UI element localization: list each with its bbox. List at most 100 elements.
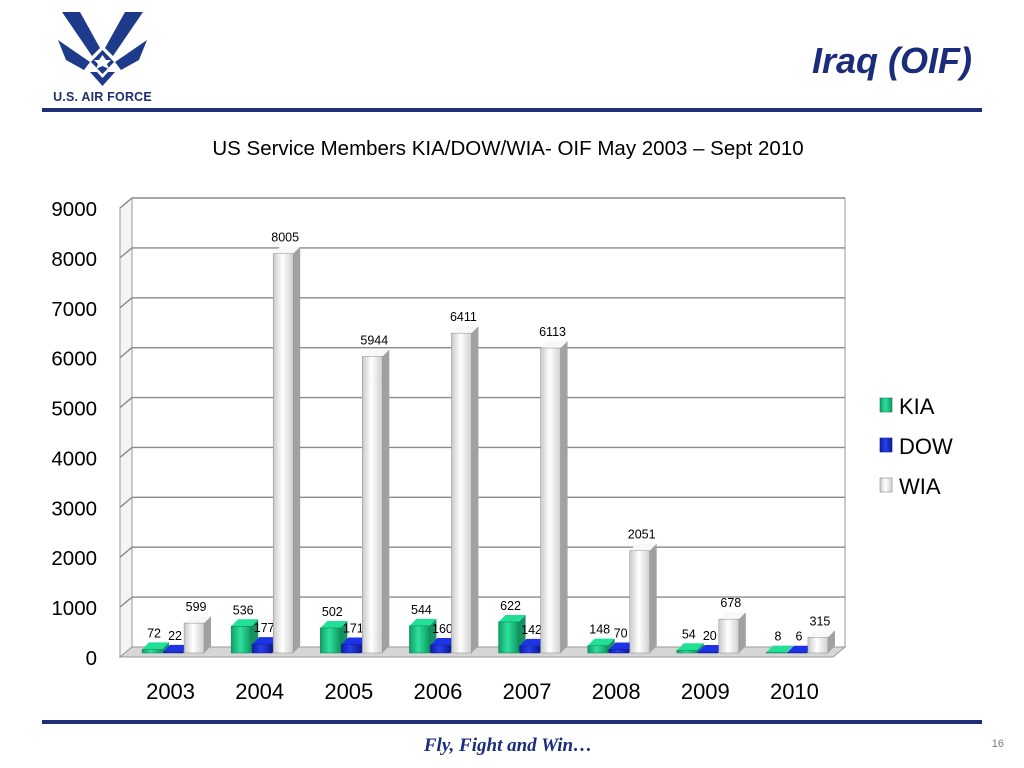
bar-kia xyxy=(498,621,519,654)
data-label: 6113 xyxy=(539,325,566,339)
bar-top xyxy=(341,637,369,645)
bar-side xyxy=(738,612,746,653)
bar-dow xyxy=(608,649,629,654)
bar-top xyxy=(231,619,259,627)
x-tick-label: 2009 xyxy=(681,679,730,704)
data-label: 5944 xyxy=(360,333,388,347)
y-tick-label: 0 xyxy=(86,647,97,670)
bar-kia xyxy=(676,650,698,654)
bar-top xyxy=(273,246,301,254)
data-label: 54 xyxy=(682,627,696,641)
bar-top xyxy=(430,638,458,646)
x-tick-label: 2008 xyxy=(592,679,641,704)
bar-dow xyxy=(341,644,362,654)
y-tick-label: 6000 xyxy=(51,348,97,371)
y-tick-label: 2000 xyxy=(51,547,97,570)
x-tick-label: 2003 xyxy=(146,679,195,704)
data-label: 502 xyxy=(322,605,343,619)
bar-kia xyxy=(141,649,163,654)
bar-top xyxy=(587,638,615,646)
bar-side xyxy=(471,326,479,653)
bar-top xyxy=(807,630,835,638)
x-tick-label: 2010 xyxy=(770,679,819,704)
data-label: 142 xyxy=(521,623,542,637)
bar-side xyxy=(560,341,568,653)
bar-dow xyxy=(430,644,451,654)
data-label: 544 xyxy=(411,603,432,617)
header-rule xyxy=(42,108,982,112)
bar-kia xyxy=(409,625,430,654)
gridline-side xyxy=(119,446,133,458)
bar-top xyxy=(362,349,390,357)
bar-top xyxy=(252,637,280,645)
data-label: 678 xyxy=(720,596,741,610)
legend-swatch-wia xyxy=(879,477,893,493)
bar-dow xyxy=(251,643,273,654)
data-label: 6 xyxy=(795,630,802,644)
y-tick-label: 8000 xyxy=(51,248,97,271)
bar-side xyxy=(785,645,793,653)
x-tick-label: 2004 xyxy=(235,679,284,704)
page-number: 16 xyxy=(991,738,1004,750)
data-label: 8005 xyxy=(271,231,299,245)
bar-top xyxy=(676,643,704,651)
legend-label-dow: DOW xyxy=(899,434,953,459)
legend: KIA DOW WIA xyxy=(879,394,953,499)
data-label: 6411 xyxy=(450,310,477,324)
bar-top xyxy=(409,618,437,626)
x-tick-label: 2006 xyxy=(413,679,462,704)
gridline-side xyxy=(119,596,133,608)
slide-title: Iraq (OIF) xyxy=(812,40,972,81)
bar-top xyxy=(498,614,526,622)
bar-kia xyxy=(320,627,341,654)
bar-kia xyxy=(230,626,252,654)
data-label: 536 xyxy=(233,603,254,617)
y-tick-label: 4000 xyxy=(51,447,97,470)
y-tick-label: 1000 xyxy=(51,597,97,620)
data-label: 622 xyxy=(500,599,521,613)
bar-dow xyxy=(519,645,540,654)
bar-wia xyxy=(362,356,383,654)
bar-top xyxy=(540,341,568,349)
gridline-side xyxy=(119,546,133,558)
bar-wia xyxy=(451,332,472,654)
data-label: 148 xyxy=(589,623,610,637)
bar-side xyxy=(649,543,657,653)
data-label: 20 xyxy=(703,629,717,643)
data-label: 315 xyxy=(810,614,831,628)
bar-top xyxy=(629,543,657,551)
air-force-wings-icon xyxy=(58,12,147,86)
legend-label-wia: WIA xyxy=(899,474,941,499)
bar-wia xyxy=(540,347,561,654)
bar-top xyxy=(163,644,191,652)
gridline-side xyxy=(119,297,133,309)
bar-side xyxy=(162,642,170,653)
bar-side xyxy=(696,643,704,653)
plot-back-wall xyxy=(131,197,846,648)
bar-wia xyxy=(183,622,205,654)
data-label: 8 xyxy=(774,630,781,644)
bar-side xyxy=(382,349,390,653)
data-label: 177 xyxy=(254,621,275,635)
bar-top xyxy=(608,642,636,650)
data-label: 171 xyxy=(343,621,364,635)
bar-side xyxy=(204,616,212,653)
data-label: 160 xyxy=(432,622,453,636)
bar-wia xyxy=(272,253,294,654)
x-tick-label: 2007 xyxy=(503,679,552,704)
plot-side-wall xyxy=(119,196,133,659)
bar-top xyxy=(142,642,170,650)
data-label: 72 xyxy=(147,626,161,640)
footer-motto: Fly, Fight and Win… xyxy=(423,735,593,756)
gridline-side xyxy=(119,347,133,359)
data-label: 22 xyxy=(168,629,182,643)
bar-dow xyxy=(162,651,184,654)
bar-side xyxy=(827,630,835,653)
x-tick-label: 2005 xyxy=(324,679,373,704)
gridline-side xyxy=(119,197,133,209)
bar-dow xyxy=(697,651,719,654)
legend-label-kia: KIA xyxy=(899,394,935,419)
bar-top xyxy=(718,612,746,620)
bar-top xyxy=(451,326,479,334)
